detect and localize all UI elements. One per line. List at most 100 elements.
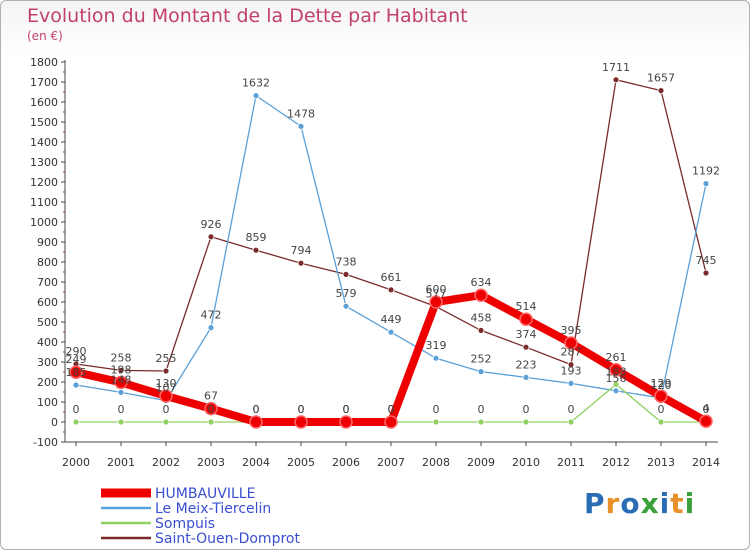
x-tick-label: 2005 [287,456,315,469]
x-tick-label: 2006 [332,456,360,469]
data-point [387,286,395,294]
y-tick-label: 0 [51,416,58,429]
data-point [384,415,398,429]
data-point [204,401,218,416]
data-point [342,270,350,278]
data-label: 107 [156,382,177,395]
logo-letter: P [584,487,606,520]
y-tick-label: 1200 [30,176,58,189]
data-label: 130 [156,377,177,390]
y-tick-label: 600 [37,296,58,309]
data-label: 600 [426,283,447,296]
y-tick-label: -100 [33,436,58,449]
data-point [432,354,440,362]
y-tick-label: 500 [37,316,58,329]
y-tick-label: 400 [37,336,58,349]
data-label: 859 [246,231,267,244]
x-tick-label: 2011 [557,456,585,469]
y-tick-label: 1000 [30,216,58,229]
data-label: 1632 [242,77,270,90]
data-point [342,302,350,310]
data-label: 661 [381,271,402,284]
data-label: 0 [478,403,485,416]
data-point [249,415,263,429]
data-label: 579 [336,287,357,300]
data-point [162,367,170,375]
data-label: 472 [201,309,222,322]
y-tick-label: 700 [37,276,58,289]
data-label: 1192 [692,165,720,178]
data-label: 395 [561,324,582,337]
x-tick-label: 2001 [107,456,135,469]
y-tick-label: 1600 [30,96,58,109]
data-point [657,418,665,426]
data-label: 156 [606,372,627,385]
data-label: 0 [253,403,260,416]
data-label: 0 [658,403,665,416]
logo-letter: i [659,487,671,520]
data-point [609,363,623,377]
data-point [567,418,575,426]
data-label: 514 [516,300,537,313]
data-point [159,389,173,403]
logo-letter: r [605,487,621,520]
data-label: 1657 [647,72,675,85]
data-point [522,373,530,381]
data-point [207,233,215,241]
data-point [477,418,485,426]
y-tick-label: 1800 [30,56,58,69]
data-point [69,365,83,379]
data-label: 0 [703,403,710,416]
data-point [567,379,575,387]
data-label: 249 [66,353,87,366]
proxiti-logo: Proxiti [584,487,695,520]
data-label: 794 [291,244,312,257]
data-point [429,295,443,309]
data-label: 0 [568,403,575,416]
data-label: 0 [118,403,125,416]
data-point [702,269,710,277]
data-label: 577 [426,288,447,301]
x-tick-label: 2000 [62,456,90,469]
data-label: 449 [381,313,402,326]
data-point [522,418,530,426]
data-point [117,388,125,396]
data-label: 926 [201,218,222,231]
data-label: 255 [156,352,177,365]
data-label: 223 [516,358,537,371]
data-point [612,387,620,395]
data-label: 287 [561,346,582,359]
data-label: 634 [471,276,492,289]
data-label: 0 [343,403,350,416]
data-point [297,123,305,130]
x-tick-label: 2014 [692,456,720,469]
legend-label: Sompuis [155,516,215,532]
legend-label: Saint-Ouen-Domprot [155,531,300,547]
x-tick-label: 2013 [647,456,675,469]
data-label: 1478 [287,107,315,120]
data-label: 129 [651,377,672,390]
data-point [657,87,665,94]
data-label: 374 [516,328,537,341]
y-tick-label: 1400 [30,136,58,149]
data-label: 738 [336,255,357,268]
y-tick-label: 1100 [30,196,58,209]
logo-letter: x [640,487,660,520]
legend-label: HUMBAUVILLE [155,486,255,502]
legend-label: Le Meix-Tiercelin [155,501,271,517]
data-label: 0 [388,403,395,416]
data-point [117,366,125,374]
data-label: 0 [73,403,80,416]
data-label: 0 [298,403,305,416]
data-point [207,418,215,426]
data-point [72,381,80,389]
data-label: 4 [703,402,710,415]
data-label: 0 [433,403,440,416]
y-tick-label: 1500 [30,116,58,129]
data-point [207,324,215,332]
data-point [72,418,80,426]
x-tick-label: 2007 [377,456,405,469]
y-tick-label: 200 [37,376,58,389]
